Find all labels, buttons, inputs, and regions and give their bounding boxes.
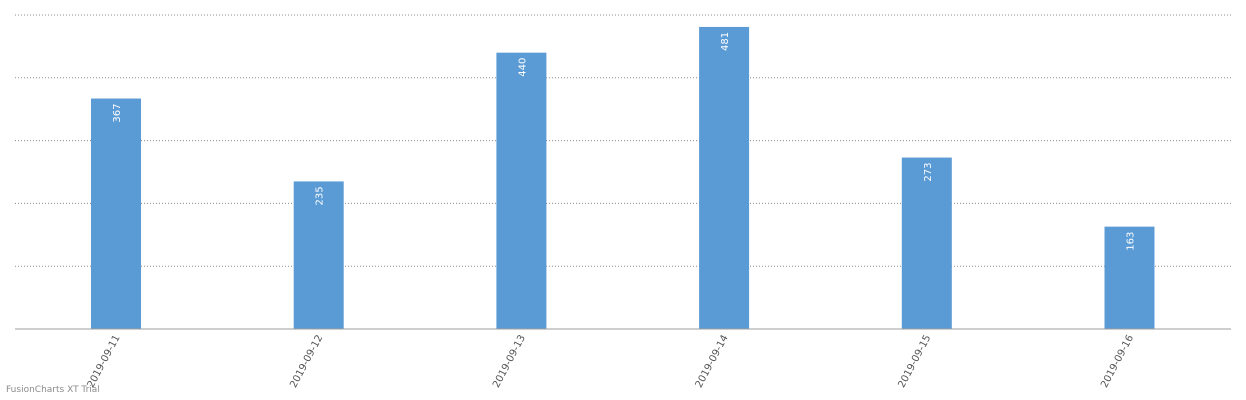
data-label: 273 bbox=[923, 163, 934, 182]
x-tick-label: 2019-09-11 bbox=[86, 333, 123, 389]
x-tick-label: 2019-09-12 bbox=[288, 333, 325, 389]
data-labels: 367 235 440 481 273 163 bbox=[112, 32, 1137, 251]
bar-2019-09-11[interactable] bbox=[91, 98, 141, 329]
bar-2019-09-15[interactable] bbox=[901, 157, 952, 329]
x-tick-labels: 2019-09-11 2019-09-12 2019-09-13 2019-09-14… bbox=[86, 333, 1137, 389]
data-label: 367 bbox=[112, 104, 123, 123]
bar-2019-09-16[interactable] bbox=[1104, 226, 1155, 329]
bar-series bbox=[91, 26, 1155, 330]
data-label: 235 bbox=[315, 186, 326, 205]
data-label: 440 bbox=[517, 58, 528, 77]
gridlines bbox=[15, 14, 1231, 267]
watermark-text: FusionCharts XT Trial bbox=[6, 385, 100, 395]
x-tick-label: 2019-09-16 bbox=[1099, 333, 1136, 389]
x-tick-label: 2019-09-13 bbox=[491, 333, 528, 389]
bar-2019-09-12[interactable] bbox=[293, 181, 344, 329]
bar-2019-09-14[interactable] bbox=[699, 26, 750, 329]
x-tick-label: 2019-09-14 bbox=[694, 333, 731, 389]
data-label: 163 bbox=[1126, 232, 1137, 251]
bar-2019-09-13[interactable] bbox=[496, 52, 547, 330]
x-tick-label: 2019-09-15 bbox=[896, 333, 933, 389]
data-label: 481 bbox=[720, 32, 731, 51]
